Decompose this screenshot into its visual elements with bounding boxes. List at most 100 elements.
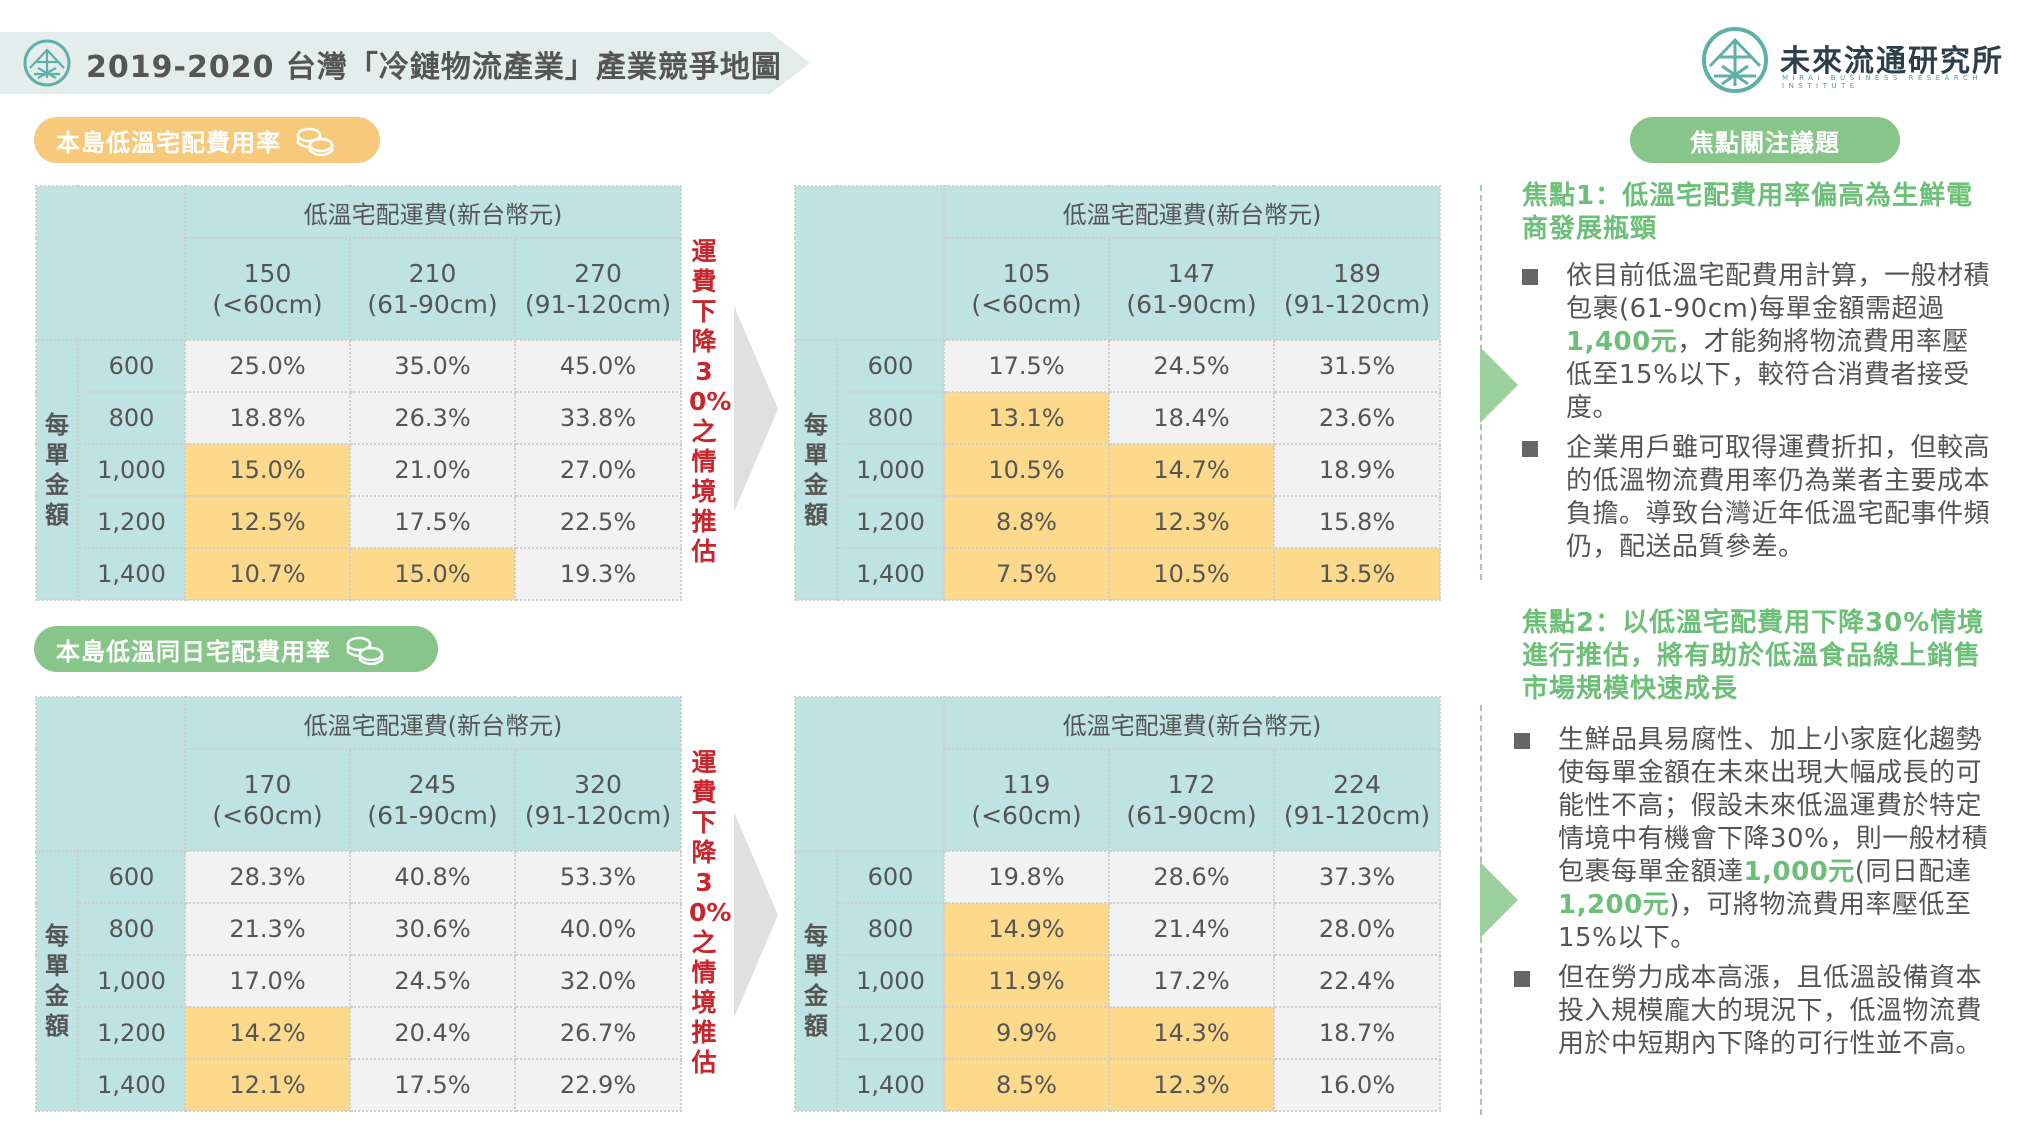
bullet-square-icon	[1522, 441, 1538, 457]
col-price: 170	[243, 770, 292, 799]
rate-cell: 17.5%	[349, 1058, 516, 1112]
rate-cell: 26.7%	[513, 1006, 683, 1060]
cost-rate-table-current: 低溫宅配運費(新台幣元) 150 (<60cm) 210 (61-90cm) 270…	[35, 185, 683, 601]
table-row: 每單金額 600 17.5% 24.5% 31.5%	[794, 339, 1442, 601]
highlighted-rate-cell: 12.5%	[184, 495, 351, 549]
rate-cell: 40.8%	[349, 850, 516, 904]
table-row: 1,000 11.9% 17.2% 22.4%	[795, 954, 1442, 1008]
corner-cell	[794, 696, 945, 852]
rate-cell: 26.3%	[349, 391, 516, 445]
rate-cell: 24.5%	[349, 954, 516, 1008]
section-label-island: 本島低溫宅配費用率	[34, 117, 380, 163]
col-price: 172	[1167, 770, 1216, 799]
col-price: 147	[1167, 259, 1216, 288]
highlighted-rate-cell: 15.0%	[349, 547, 516, 601]
rate-cell: 18.4%	[1108, 391, 1275, 445]
highlighted-rate-cell: 11.9%	[943, 954, 1110, 1008]
col-size: (91-120cm)	[524, 290, 672, 319]
table-row: 1,200 14.2% 20.4% 26.7%	[36, 1006, 683, 1060]
rate-cell: 15.8%	[1272, 495, 1442, 549]
highlighted-rate-cell: 13.1%	[943, 391, 1110, 445]
rate-cell: 31.5%	[1272, 339, 1442, 393]
highlight-amount: 1,000元	[1743, 857, 1855, 887]
highlighted-rate-cell: 10.5%	[1108, 547, 1275, 601]
col-size: (91-120cm)	[524, 801, 672, 830]
table-row: 每單金額 600 19.8% 28.6% 37.3%	[794, 850, 1442, 1112]
col-header: 150 (<60cm)	[184, 237, 351, 341]
rate-cell: 24.5%	[1108, 339, 1275, 393]
rate-cell: 20.4%	[349, 1006, 516, 1060]
rate-cell: 22.5%	[513, 495, 683, 549]
row-label: 1,400	[77, 1058, 186, 1112]
rate-cell: 28.0%	[1272, 902, 1442, 956]
col-size: (91-120cm)	[1283, 801, 1431, 830]
focus-2-bullets: 生鮮品具易腐性、加上小家庭化趨勢使每單金額在未來出現大幅成長的可能性不高；假設未…	[1514, 724, 1994, 1068]
bullet-square-icon	[1514, 733, 1530, 749]
coins-icon	[346, 636, 384, 666]
rate-cell: 30.6%	[349, 902, 516, 956]
col-header: 119 (<60cm)	[943, 748, 1110, 852]
rate-cell: 28.3%	[184, 850, 351, 904]
highlighted-rate-cell: 9.9%	[943, 1006, 1110, 1060]
bullet-text-post: )，可將物流費用率壓低至15%以下。	[1558, 890, 1972, 953]
col-price: 150	[243, 259, 292, 288]
col-price: 320	[574, 770, 622, 799]
row-label: 1,200	[836, 495, 945, 549]
highlighted-rate-cell: 15.0%	[184, 443, 351, 497]
scenario-label: 運費下降30%之情境推估	[689, 748, 732, 1077]
rate-cell: 23.6%	[1272, 391, 1442, 445]
row-group-label: 每單金額	[794, 339, 838, 601]
list-item: 企業用戶雖可取得運費折扣，但較高的低溫物流費用率仍為業者主要成本負擔。導致台灣近…	[1522, 432, 1992, 564]
table-row: 800 13.1% 18.4% 23.6%	[795, 391, 1442, 445]
bullet-text-post: ，才能夠將物流費用率壓低至15%以下，較符合消費者接受度。	[1566, 327, 1970, 423]
highlighted-rate-cell: 14.2%	[184, 1006, 351, 1060]
row-label: 1,000	[836, 954, 945, 1008]
highlighted-rate-cell: 13.5%	[1272, 547, 1442, 601]
table-row: 1,000 15.0% 21.0% 27.0%	[36, 443, 683, 497]
row-label: 1,400	[836, 547, 945, 601]
col-price: 119	[1002, 770, 1051, 799]
focus-1-bullets: 依目前低溫宅配費用計算，一般材積包裹(61-90cm)每單金額需超過1,400元…	[1522, 260, 1992, 571]
col-header: 189 (91-120cm)	[1272, 237, 1442, 341]
row-label: 1,400	[836, 1058, 945, 1112]
rate-cell: 21.3%	[184, 902, 351, 956]
table-row: 1,000 10.5% 14.7% 18.9%	[795, 443, 1442, 497]
table-row: 每單金額 600 25.0% 35.0% 45.0%	[35, 339, 683, 601]
row-label: 1,200	[836, 1006, 945, 1060]
row-label: 1,400	[77, 547, 186, 601]
col-price: 189	[1333, 259, 1381, 288]
table-row: 800 21.3% 30.6% 40.0%	[36, 902, 683, 956]
corner-cell	[794, 185, 945, 341]
corner-cell	[35, 696, 186, 852]
bullet-text-mid: (同日配達	[1854, 857, 1972, 887]
rate-cell: 27.0%	[513, 443, 683, 497]
rate-cell: 45.0%	[513, 339, 683, 393]
row-label: 800	[836, 391, 945, 445]
table-row: 1,200 8.8% 12.3% 15.8%	[795, 495, 1442, 549]
highlighted-rate-cell: 8.5%	[943, 1058, 1110, 1112]
list-item: 依目前低溫宅配費用計算，一般材積包裹(61-90cm)每單金額需超過1,400元…	[1522, 260, 1992, 425]
col-size: (<60cm)	[212, 801, 323, 830]
col-header: 170 (<60cm)	[184, 748, 351, 852]
bullet-text: 企業用戶雖可取得運費折扣，但較高的低溫物流費用率仍為業者主要成本負擔。導致台灣近…	[1566, 433, 1991, 562]
rate-cell: 22.9%	[513, 1058, 683, 1112]
table-row: 1,400 10.7% 15.0% 19.3%	[36, 547, 683, 601]
row-label: 800	[77, 391, 186, 445]
bullet-square-icon	[1522, 269, 1538, 285]
table-row: 800 14.9% 21.4% 28.0%	[795, 902, 1442, 956]
highlighted-rate-cell: 12.3%	[1108, 495, 1275, 549]
col-header: 245 (61-90cm)	[349, 748, 516, 852]
col-size: (<60cm)	[212, 290, 323, 319]
rate-cell: 32.0%	[513, 954, 683, 1008]
col-header: 172 (61-90cm)	[1108, 748, 1275, 852]
table-row: 800 18.8% 26.3% 33.8%	[36, 391, 683, 445]
col-size: (61-90cm)	[367, 290, 498, 319]
table-row: 1,200 9.9% 14.3% 18.7%	[795, 1006, 1442, 1060]
col-header: 224 (91-120cm)	[1272, 748, 1442, 852]
green-triangle-icon	[1480, 862, 1518, 938]
section-label-island-text: 本島低溫宅配費用率	[56, 128, 281, 157]
title-banner	[0, 32, 810, 94]
row-group-label: 每單金額	[35, 339, 79, 601]
coins-icon	[296, 127, 334, 157]
section-label-same-day: 本島低溫同日宅配費用率	[34, 626, 438, 672]
